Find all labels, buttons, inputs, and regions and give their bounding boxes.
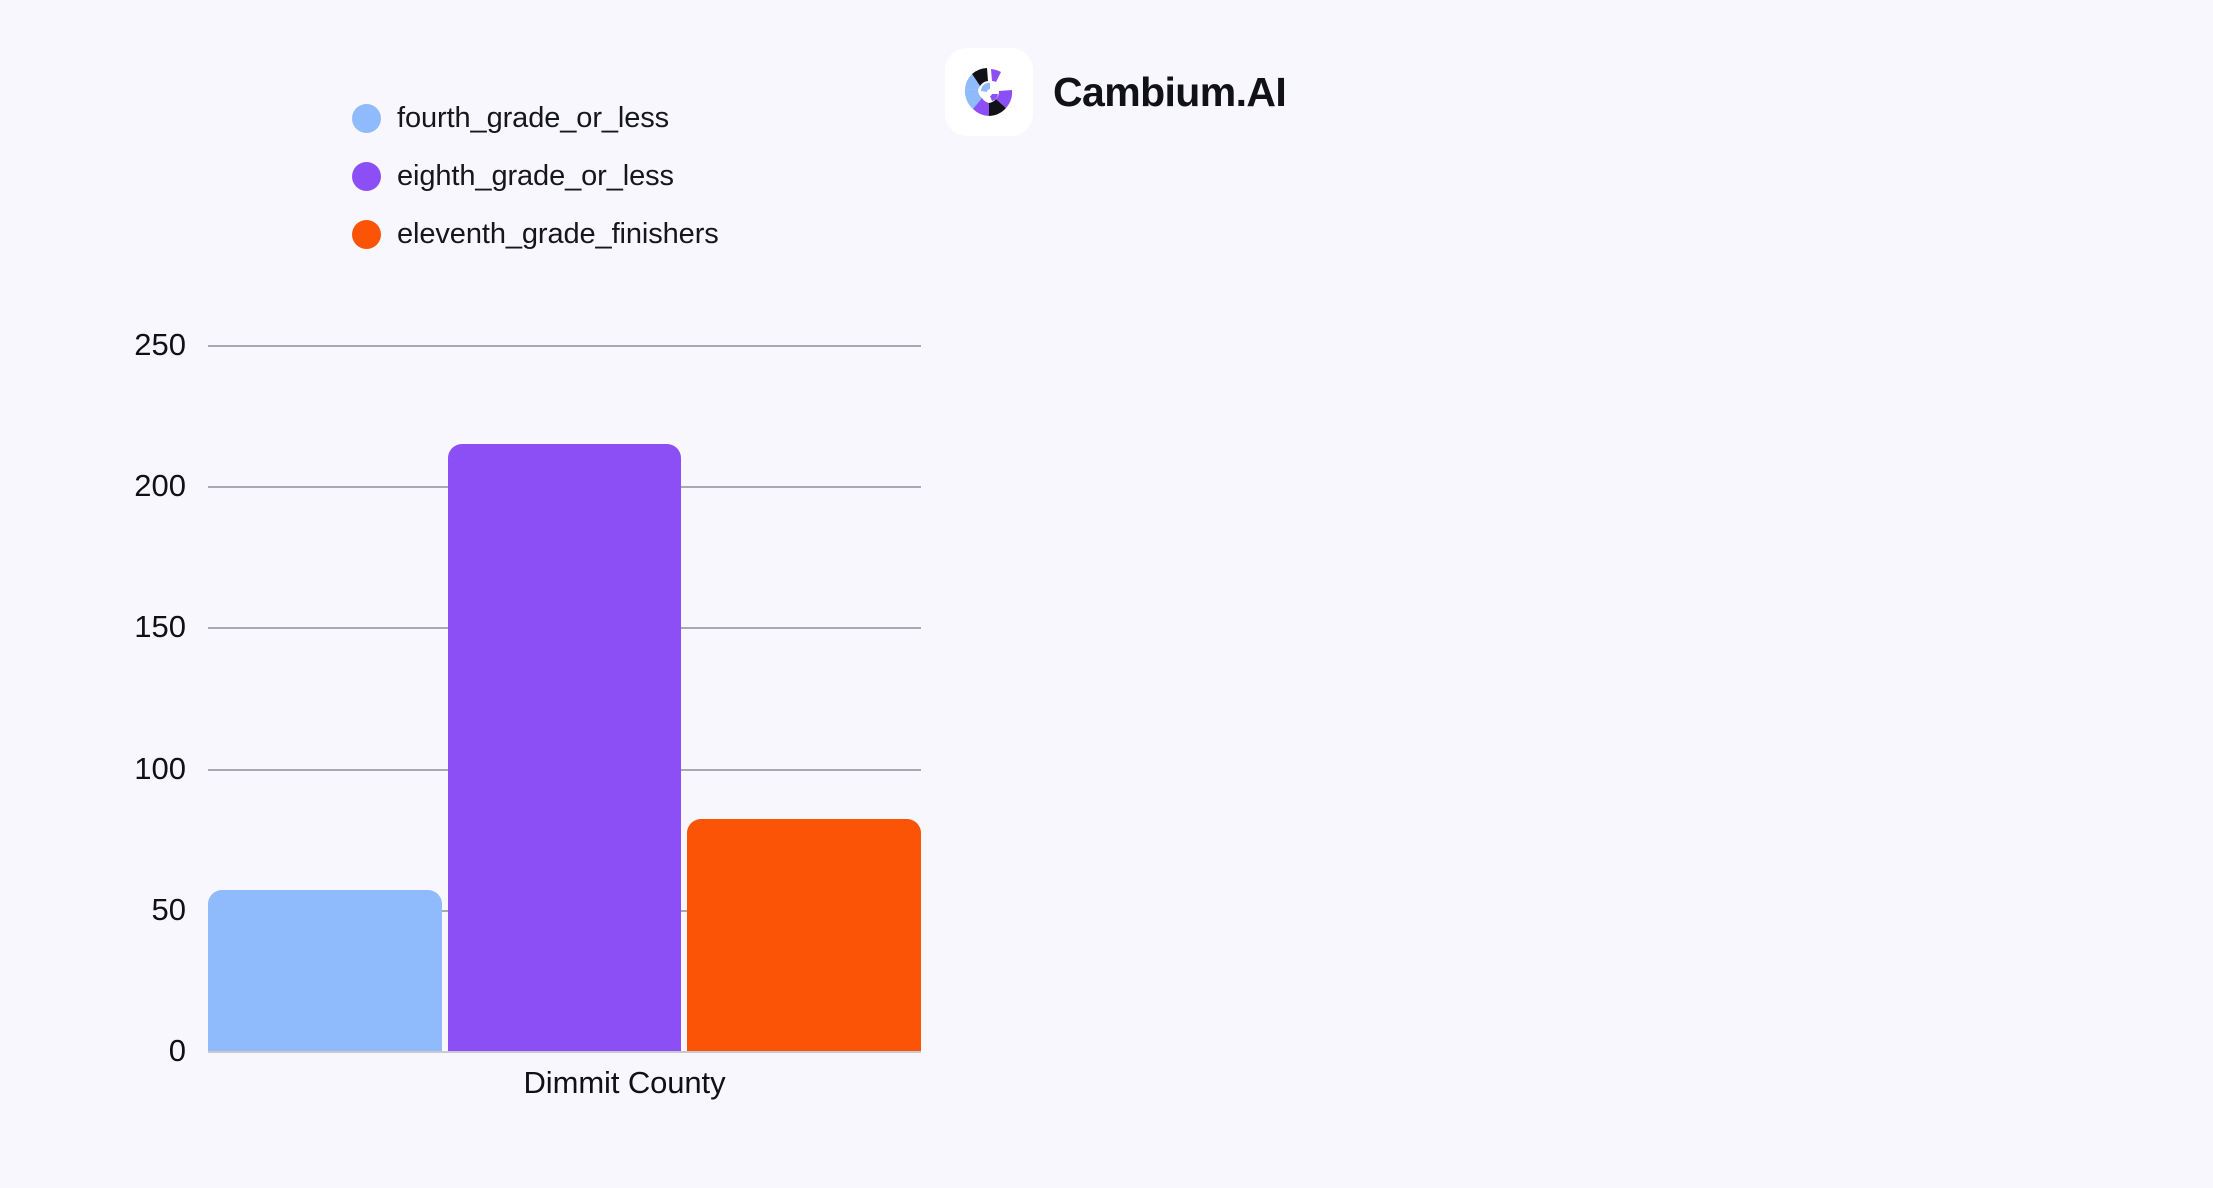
chart-legend: fourth_grade_or_less eighth_grade_or_les…	[352, 102, 719, 251]
legend-swatch-icon	[352, 104, 381, 133]
gridline: 250	[134, 327, 921, 362]
education-attainment-chart: fourth_grade_or_less eighth_grade_or_les…	[0, 0, 1060, 1188]
y-axis-tick-label: 0	[168, 1033, 186, 1068]
legend-item-label: eleventh_grade_finishers	[397, 218, 719, 250]
legend-item-label: fourth_grade_or_less	[397, 102, 670, 134]
legend-item-eleventh-grade-finishers[interactable]: eleventh_grade_finishers	[352, 218, 719, 251]
y-axis-tick-label: 100	[134, 750, 186, 786]
legend-item-label: eighth_grade_or_less	[397, 160, 674, 192]
x-axis-tick-label: Dimmit County	[523, 1065, 726, 1100]
plot-area: 250 200 150 100 50 0 Dimmit County	[134, 327, 922, 1100]
bar-eleventh-grade-finishers[interactable]	[687, 819, 922, 1051]
workforce-status-chart: total_workforce not_working 4000 3000 20…	[1120, 0, 2213, 1188]
bar-group	[208, 345, 922, 1051]
y-axis-tick-label: 50	[151, 891, 186, 927]
y-axis-tick-label: 200	[134, 468, 186, 504]
bar-fourth-grade-or-less[interactable]	[208, 890, 442, 1051]
bar-eighth-grade-or-less[interactable]	[447, 443, 682, 1051]
legend-swatch-icon	[352, 162, 381, 191]
y-axis-tick-label: 150	[134, 609, 186, 645]
y-axis-tick-label: 250	[134, 327, 186, 362]
legend-item-eighth-grade-or-less[interactable]: eighth_grade_or_less	[352, 160, 719, 193]
brand-header: Cambium.AI	[945, 48, 1287, 136]
legend-swatch-icon	[352, 220, 381, 249]
baseline-gridline: 0	[169, 1033, 921, 1068]
brand-name: Cambium.AI	[1053, 68, 1287, 115]
legend-item-fourth-grade-or-less[interactable]: fourth_grade_or_less	[352, 102, 719, 135]
cambium-pinwheel-logo-icon	[945, 48, 1033, 136]
